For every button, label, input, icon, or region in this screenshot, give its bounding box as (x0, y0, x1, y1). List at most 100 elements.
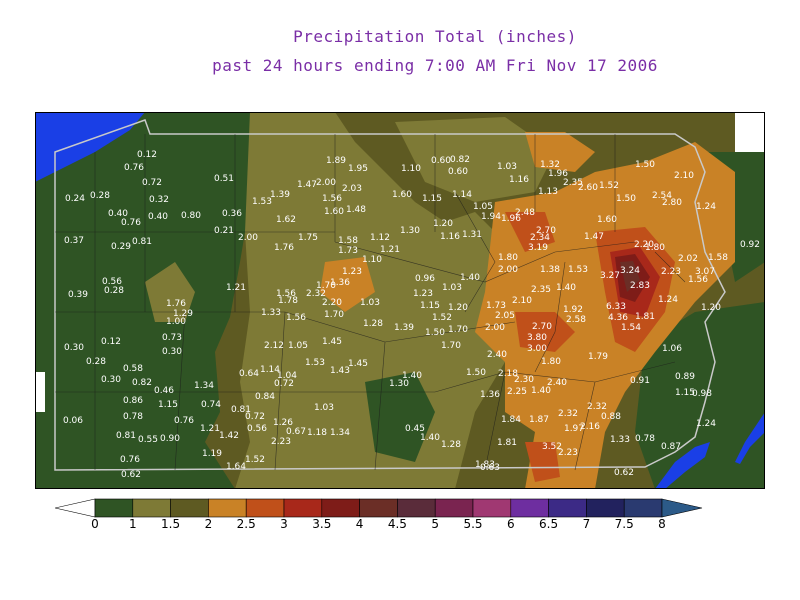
station-value-label: 1.73 (338, 246, 358, 256)
station-value-label: 1.33 (610, 435, 630, 445)
station-value-label: 1.70 (316, 281, 336, 291)
legend-tick-label: 6 (506, 517, 515, 531)
station-value-label: 1.56 (276, 289, 296, 299)
legend-tick-label: 4 (355, 517, 364, 531)
station-value-label: 1.76 (166, 299, 186, 309)
legend-tick-label: 0 (91, 517, 99, 531)
west-mid-lowlight (145, 262, 195, 322)
station-value-label: 1.36 (480, 390, 500, 400)
station-value-label: 0.56 (102, 277, 122, 287)
station-value-label: 2.03 (342, 184, 362, 194)
station-value-label: 1.80 (498, 253, 518, 263)
station-value-label: 3.07 (695, 267, 715, 277)
south-2p5in-pocket (525, 442, 560, 482)
station-value-label: 1.42 (219, 431, 239, 441)
station-value-label: 2.48 (515, 208, 535, 218)
station-value-label: 0.55 (138, 435, 158, 445)
station-value-label: 1.40 (531, 386, 551, 396)
precipitation-map: 0.120.760.720.280.24 0.320.510.400.760.40… (35, 112, 765, 489)
station-value-label: 3.19 (528, 243, 548, 253)
station-value-label: 1.95 (348, 164, 368, 174)
station-value-label: 1.70 (448, 325, 468, 335)
station-value-label: 0.98 (692, 389, 712, 399)
station-value-label: 1.40 (460, 273, 480, 283)
station-value-label: 1.40 (420, 433, 440, 443)
station-value-label: 1.30 (400, 226, 420, 236)
station-value-label: 0.76 (124, 163, 144, 173)
station-value-label: 0.62 (121, 470, 141, 480)
station-value-label: 0.76 (174, 416, 194, 426)
legend-swatch-below-0 (55, 498, 96, 518)
station-value-label: 1.54 (621, 323, 641, 333)
station-value-label: 0.87 (661, 442, 681, 452)
station-value-label: 1.15 (158, 400, 178, 410)
legend-tick-label: 6.5 (539, 517, 559, 531)
legend-tick-label: 7.5 (614, 517, 634, 531)
station-value-label: 1.56 (286, 313, 306, 323)
station-value-label: 0.91 (630, 376, 650, 386)
color-legend-bar (55, 498, 703, 518)
station-value-label: 1.70 (324, 310, 344, 320)
station-value-label: 3.00 (527, 344, 547, 354)
station-value-label: 2.23 (661, 267, 681, 277)
station-value-label: 1.45 (348, 359, 368, 369)
station-value-label: 2.20 (322, 298, 342, 308)
county-lines (55, 134, 686, 471)
station-value-label: 1.50 (616, 194, 636, 204)
station-value-label: 1.52 (245, 455, 265, 465)
station-value-label: 2.35 (531, 285, 551, 295)
no-data-west (35, 372, 45, 412)
station-value-label: 0.81 (116, 431, 136, 441)
station-value-label: 1.81 (497, 438, 517, 448)
station-value-label: 1.36 (330, 278, 350, 288)
station-value-label: 1.56 (322, 194, 342, 204)
station-value-label: 2.80 (662, 198, 682, 208)
station-value-label: 1.52 (432, 313, 452, 323)
station-value-label: 2.30 (514, 375, 534, 385)
legend-swatch (623, 498, 663, 518)
station-value-label: 0.78 (635, 434, 655, 444)
station-value-label: 2.25 (507, 387, 527, 397)
station-value-label: 1.03 (360, 298, 380, 308)
station-value-label: 1.70 (441, 341, 461, 351)
map-title: Precipitation Total (inches) (293, 27, 577, 46)
legend-tick-label: 4.5 (387, 517, 407, 531)
station-value-label: 1.03 (497, 162, 517, 172)
station-value-label: 1.39 (270, 190, 290, 200)
station-value-label: 1.40 (556, 283, 576, 293)
station-value-label: 2.18 (498, 369, 518, 379)
station-value-label: 1.83 (475, 460, 495, 470)
station-value-label: 1.15 (422, 194, 442, 204)
station-value-label: 1.62 (276, 215, 296, 225)
station-value-label: 1.32 (540, 160, 560, 170)
station-value-label: 1.34 (330, 428, 350, 438)
station-value-label: 0.21 (214, 226, 234, 236)
station-value-label: 0.62 (614, 468, 634, 478)
station-value-label: 0.40 (108, 209, 128, 219)
station-value-label: 0.96 (415, 274, 435, 284)
station-value-label: 1.48 (346, 205, 366, 215)
station-value-label: 1.53 (305, 358, 325, 368)
legend-swatch (510, 498, 549, 518)
station-value-label: 2.70 (536, 226, 556, 236)
station-value-label: 1.76 (274, 243, 294, 253)
station-value-label: 2.60 (578, 183, 598, 193)
south-2p5in-region (515, 312, 575, 352)
station-value-label: 1.30 (389, 379, 409, 389)
station-value-label: 6.33 (606, 302, 626, 312)
station-value-label: 1.23 (413, 289, 433, 299)
station-value-label: 1.20 (448, 303, 468, 313)
station-value-label: 0.76 (121, 218, 141, 228)
station-value-label: 0.81 (231, 405, 251, 415)
station-value-label: 2.83 (630, 281, 650, 291)
station-value-label: 1.13 (538, 187, 558, 197)
station-value-label: 1.03 (442, 283, 462, 293)
station-value-label: 1.24 (658, 295, 678, 305)
station-value-label: 1.94 (481, 212, 501, 222)
station-value-label: 0.81 (132, 237, 152, 247)
station-value-label: 3.27 (600, 271, 620, 281)
station-value-label: 0.28 (104, 286, 124, 296)
station-value-label: 1.16 (509, 175, 529, 185)
station-value-label: 0.74 (201, 400, 221, 410)
station-value-label: 0.76 (120, 455, 140, 465)
